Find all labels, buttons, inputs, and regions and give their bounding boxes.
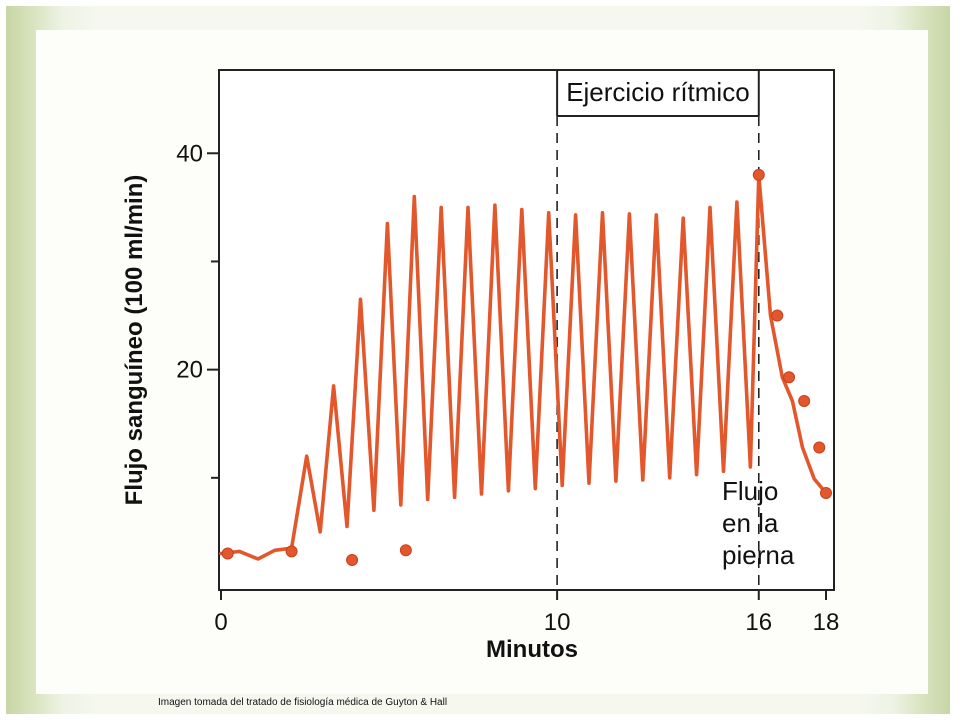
- data-point: [813, 441, 826, 454]
- exercise-region: [556, 70, 760, 590]
- chart-series: [219, 168, 832, 567]
- data-point: [752, 168, 765, 181]
- data-point: [221, 547, 234, 560]
- data-point: [285, 545, 298, 558]
- data-point: [399, 544, 412, 557]
- data-point: [346, 554, 359, 567]
- x-tick-label: 16: [745, 609, 772, 636]
- data-point: [771, 309, 784, 322]
- x-tick-label: 18: [813, 609, 840, 636]
- region-label: Ejercicio rítmico: [566, 77, 749, 107]
- flow-line: [219, 173, 828, 561]
- annotation-line: en la: [722, 508, 779, 538]
- y-tick-label: 40: [176, 140, 203, 167]
- x-axis-title: Minutos: [486, 636, 578, 663]
- image-caption: Imagen tomada del tratado de fisiología …: [158, 697, 448, 708]
- data-point: [798, 395, 811, 408]
- annotation-line: Flujo: [722, 476, 778, 506]
- chart-labels: 20 40 0 10 16 18 Minutos Flujo sanguíneo (100 m…: [121, 77, 839, 663]
- y-tick-label: 20: [176, 357, 203, 384]
- x-tick-label: 0: [214, 609, 227, 636]
- y-axis-title: Flujo sanguíneo (100 ml/min): [121, 175, 148, 506]
- data-point: [783, 371, 796, 384]
- x-tick-label: 10: [544, 609, 571, 636]
- data-point: [820, 486, 832, 499]
- annotation-line: pierna: [722, 540, 795, 570]
